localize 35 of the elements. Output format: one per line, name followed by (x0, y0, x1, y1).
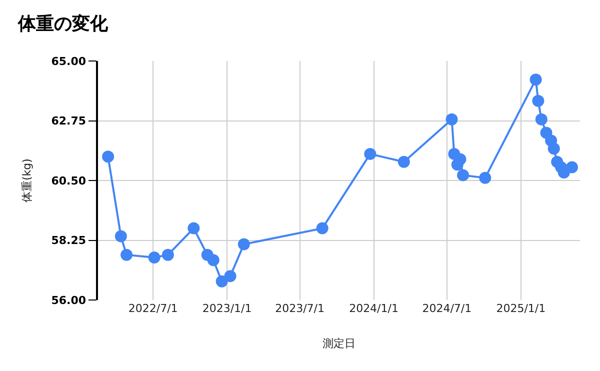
point (535, 113, 548, 126)
point (188, 222, 200, 234)
chart-title: 体重の変化 (17, 13, 109, 34)
point (364, 148, 376, 160)
point (548, 142, 560, 155)
point (120, 248, 133, 261)
point (238, 238, 250, 250)
point (224, 270, 236, 282)
x-tick-label: 2025/1/1 (496, 302, 546, 315)
y-tick-label: 56.00 (51, 294, 86, 307)
point (398, 156, 410, 168)
point (530, 74, 542, 86)
x-tick-label: 2023/1/1 (202, 302, 252, 315)
point (446, 113, 458, 126)
point (566, 161, 578, 174)
point (479, 172, 492, 184)
point (102, 150, 114, 163)
y-tick-label: 65.00 (51, 54, 86, 68)
point (162, 248, 174, 261)
x-tick-label: 2022/7/1 (128, 302, 178, 315)
y-tick-label: 58.25 (51, 234, 86, 248)
x-tick-label: 2024/1/1 (349, 302, 398, 315)
point (532, 94, 544, 107)
point (316, 222, 328, 234)
x-axis-title: 測定日 (322, 337, 356, 350)
x-tick-label: 2024/7/1 (422, 302, 472, 315)
point (207, 254, 220, 266)
y-tick-label: 60.50 (51, 174, 86, 188)
y-axis-title: 体重(kg) (20, 158, 34, 202)
point (457, 169, 470, 182)
x-tick-label: 2023/7/1 (275, 302, 325, 315)
point (216, 275, 228, 288)
y-tick-label: 62.75 (51, 114, 86, 128)
point (148, 252, 160, 264)
point (114, 230, 127, 242)
